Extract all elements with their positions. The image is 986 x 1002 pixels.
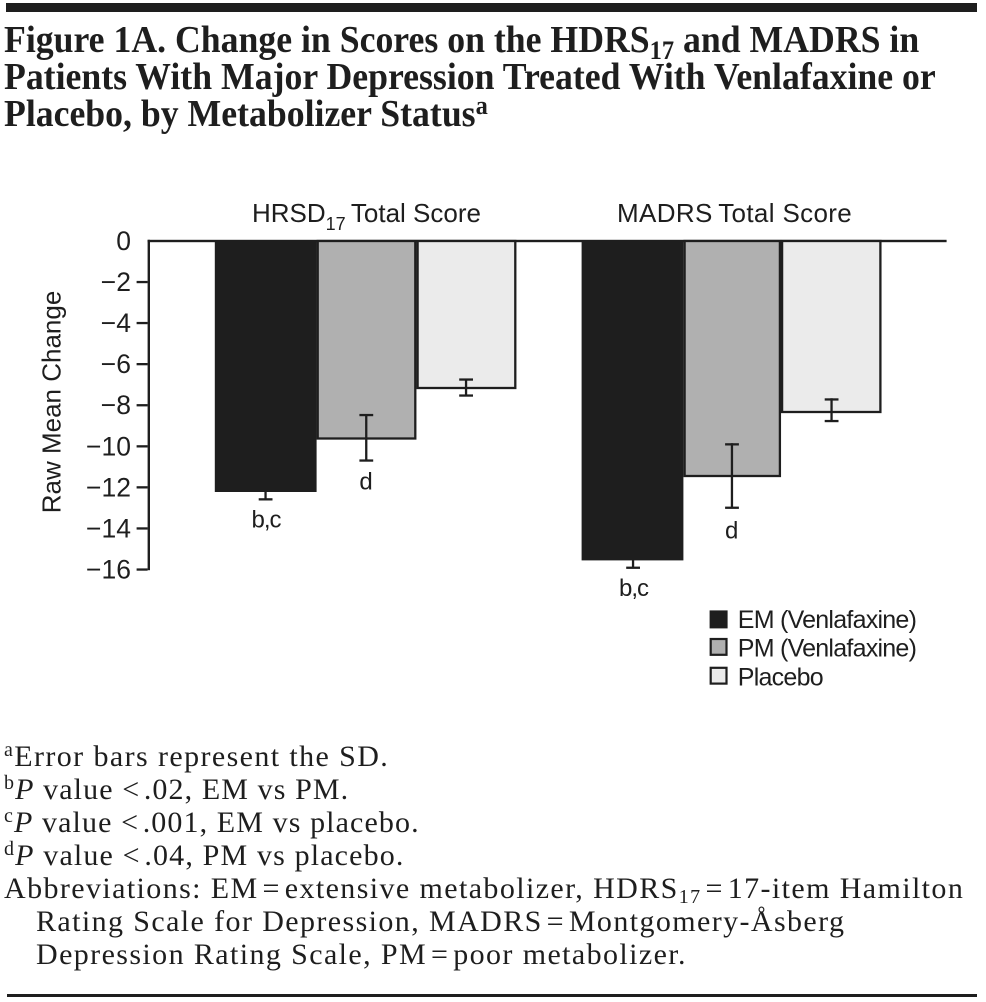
svg-text:Placebo: Placebo <box>738 663 823 691</box>
svg-text:0: 0 <box>116 226 131 256</box>
svg-text:−8: −8 <box>101 390 131 420</box>
svg-text:−12: −12 <box>86 472 131 502</box>
svg-text:EM (Venlafaxine): EM (Venlafaxine) <box>738 606 916 634</box>
svg-text:HRSD17 Total Score: HRSD17 Total Score <box>252 198 481 234</box>
svg-text:PM (Venlafaxine): PM (Venlafaxine) <box>738 634 916 662</box>
svg-text:−2: −2 <box>101 267 131 297</box>
svg-text:b,c: b,c <box>251 507 281 534</box>
svg-text:MADRS Total Score: MADRS Total Score <box>617 198 852 228</box>
svg-text:d: d <box>359 468 371 495</box>
svg-text:Raw Mean Change: Raw Mean Change <box>37 291 67 514</box>
svg-text:−14: −14 <box>86 514 131 544</box>
svg-text:−16: −16 <box>86 555 131 585</box>
svg-text:−6: −6 <box>101 349 131 379</box>
svg-text:d: d <box>725 517 737 544</box>
svg-text:−10: −10 <box>86 431 131 461</box>
svg-text:−4: −4 <box>101 308 131 338</box>
svg-text:b,c: b,c <box>619 575 649 602</box>
